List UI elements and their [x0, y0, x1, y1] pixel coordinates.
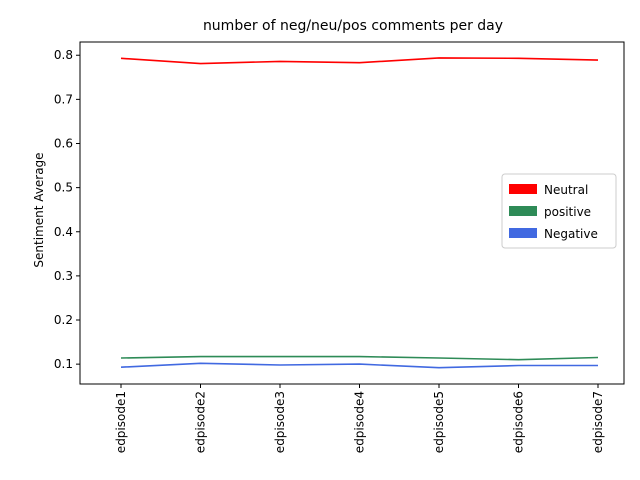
y-tick-label: 0.1	[54, 357, 73, 371]
series-line-positive	[120, 355, 599, 361]
legend-swatch	[509, 228, 537, 238]
x-tick-label: edpisode3	[273, 391, 287, 453]
y-tick-label: 0.4	[54, 225, 73, 239]
y-tick-label: 0.8	[54, 48, 73, 62]
x-tick-label: edpisode4	[353, 391, 367, 453]
legend-label: Neutral	[544, 183, 588, 197]
axes-frame	[79, 41, 625, 385]
legend-label: Negative	[544, 227, 598, 241]
y-axis-label: Sentiment Average	[32, 152, 46, 267]
legend: Neutral positive Negative	[501, 173, 617, 249]
series-line-neutral	[120, 57, 599, 65]
x-tick-label: edpisode2	[194, 391, 208, 453]
y-tick-label: 0.7	[54, 92, 73, 106]
chart-title: number of neg/neu/pos comments per day	[203, 18, 503, 34]
x-tick-label: edpisode5	[432, 391, 446, 453]
y-tick-label: 0.3	[54, 269, 73, 283]
x-tick-label: edpisode1	[114, 391, 128, 453]
y-tick-label: 0.2	[54, 313, 73, 327]
x-tick-label: edpisode6	[512, 391, 526, 453]
legend-swatch	[509, 206, 537, 216]
y-tick-label: 0.5	[54, 181, 73, 195]
y-tick-label: 0.6	[54, 136, 73, 150]
series-line-negative	[120, 362, 598, 369]
legend-swatch	[509, 184, 537, 194]
x-tick-label: edpisode7	[591, 391, 605, 453]
legend-label: positive	[544, 205, 591, 219]
plot-area: 0.1 0.2 0.3 0.4 0.5 0.6 0.7 0.8 edpisode1 edpisod…	[54, 41, 625, 453]
